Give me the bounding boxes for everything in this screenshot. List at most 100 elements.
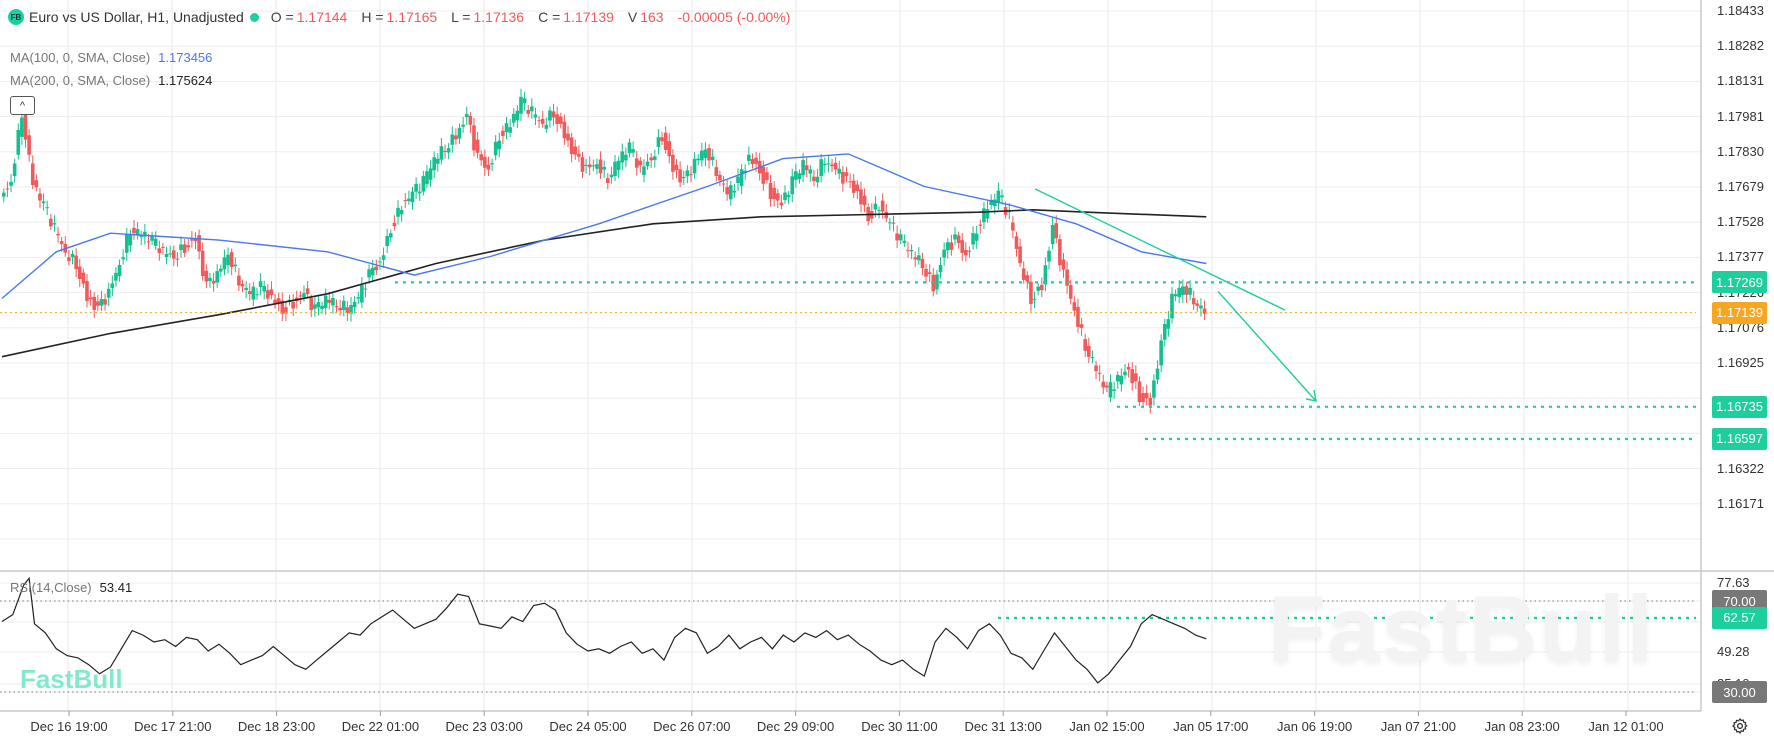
candle-body	[942, 249, 946, 258]
candle-body	[1181, 286, 1185, 295]
candle-body	[291, 301, 295, 309]
candle-body	[1058, 239, 1062, 266]
candle-body	[855, 184, 860, 192]
candle-body	[728, 185, 733, 200]
candle-body	[714, 167, 719, 176]
candle-body	[103, 299, 107, 305]
time-tick-label: Dec 30 11:00	[861, 719, 938, 734]
candle-body	[700, 150, 704, 161]
candle-body	[316, 302, 321, 308]
candle-body	[52, 223, 57, 225]
ohlc-close-label: C =	[538, 9, 561, 25]
candle-body	[1137, 381, 1142, 403]
candle-body	[399, 209, 404, 215]
candle-body	[681, 176, 686, 179]
settings-gear-icon[interactable]	[1731, 717, 1749, 735]
candle-body	[519, 96, 523, 114]
candle-body	[1029, 281, 1033, 304]
candle-body	[819, 159, 823, 177]
candle-body	[30, 163, 35, 186]
candle-body	[266, 290, 270, 299]
candle-body	[956, 235, 961, 243]
candle-body	[660, 137, 664, 142]
rsi-legend[interactable]: RSI(14,Close) 53.41	[10, 580, 132, 595]
candle-body	[750, 159, 755, 165]
candle-body	[1152, 380, 1156, 398]
candle-body	[938, 264, 943, 273]
price-change: -0.00005 (-0.00%)	[677, 9, 791, 25]
candle-body	[645, 161, 650, 167]
candle-body	[548, 110, 552, 121]
candle-body	[909, 250, 914, 252]
candle-body	[219, 268, 223, 272]
ohlc-high-value: 1.17165	[386, 9, 438, 25]
candle-body	[627, 142, 632, 154]
candle-body	[877, 210, 881, 212]
candle-body	[403, 200, 408, 202]
candle-body	[964, 250, 968, 256]
candle-body	[884, 211, 889, 219]
rsi-badge: 30.00	[1712, 681, 1767, 703]
collapse-legend-button[interactable]: ^	[10, 96, 35, 115]
candle-body	[9, 181, 13, 186]
candle-body	[927, 272, 932, 275]
candle-body	[1166, 319, 1171, 329]
candle-body	[124, 234, 129, 253]
time-tick-label: Jan 12 01:00	[1588, 719, 1664, 734]
trend-line	[1034, 188, 1286, 311]
candle-body	[739, 169, 744, 187]
candle-body	[992, 199, 997, 207]
candle-body	[59, 241, 64, 245]
candle-body	[841, 172, 845, 184]
candle-body	[251, 286, 256, 300]
candle-body	[533, 114, 538, 118]
ma100-legend[interactable]: MA(100, 0, SMA, Close) 1.173456	[10, 50, 212, 65]
candle-body	[971, 233, 975, 245]
candle-body	[110, 283, 115, 288]
candle-body	[1191, 298, 1196, 305]
candle-body	[913, 257, 918, 260]
candle-body	[1115, 374, 1120, 382]
candle-body	[186, 245, 191, 248]
candle-body	[725, 187, 729, 195]
candle-body	[323, 295, 328, 309]
candle-body	[309, 298, 314, 311]
candle-body	[605, 178, 610, 183]
candle-body	[280, 300, 285, 314]
rsi-label: RSI(14,Close)	[10, 580, 92, 595]
candle-body	[1087, 345, 1091, 357]
price-badge: 1.16597	[1712, 427, 1767, 450]
candle-body	[96, 301, 100, 306]
candle-body	[457, 127, 462, 139]
candle-body	[211, 280, 216, 284]
candle-body	[121, 257, 125, 260]
candle-body	[551, 111, 556, 118]
candle-body	[1101, 381, 1106, 388]
candle-body	[1018, 246, 1022, 264]
candle-body	[649, 157, 653, 161]
candle-body	[689, 174, 693, 176]
candle-body	[783, 192, 787, 201]
candle-body	[598, 159, 603, 174]
ohlc-low-label: L =	[451, 9, 471, 25]
time-tick-label: Jan 05 17:00	[1173, 719, 1249, 734]
candle-body	[114, 272, 118, 281]
candle-body	[443, 150, 447, 152]
candle-body	[504, 123, 509, 133]
candle-body	[168, 253, 172, 255]
ma200-legend[interactable]: MA(200, 0, SMA, Close) 1.175624	[10, 73, 212, 88]
candle-body	[341, 300, 346, 311]
candle-body	[808, 169, 813, 174]
candle-body	[595, 164, 599, 169]
price-tick-label: 1.16925	[1717, 355, 1764, 370]
candle-body	[378, 261, 382, 263]
candle-body	[631, 149, 635, 153]
candle-body	[616, 160, 621, 171]
candle-body	[848, 181, 852, 183]
candle-body	[49, 218, 53, 227]
candle-body	[56, 233, 60, 236]
candle-body	[1134, 373, 1138, 382]
candle-body	[74, 255, 78, 270]
candle-body	[1000, 195, 1004, 198]
